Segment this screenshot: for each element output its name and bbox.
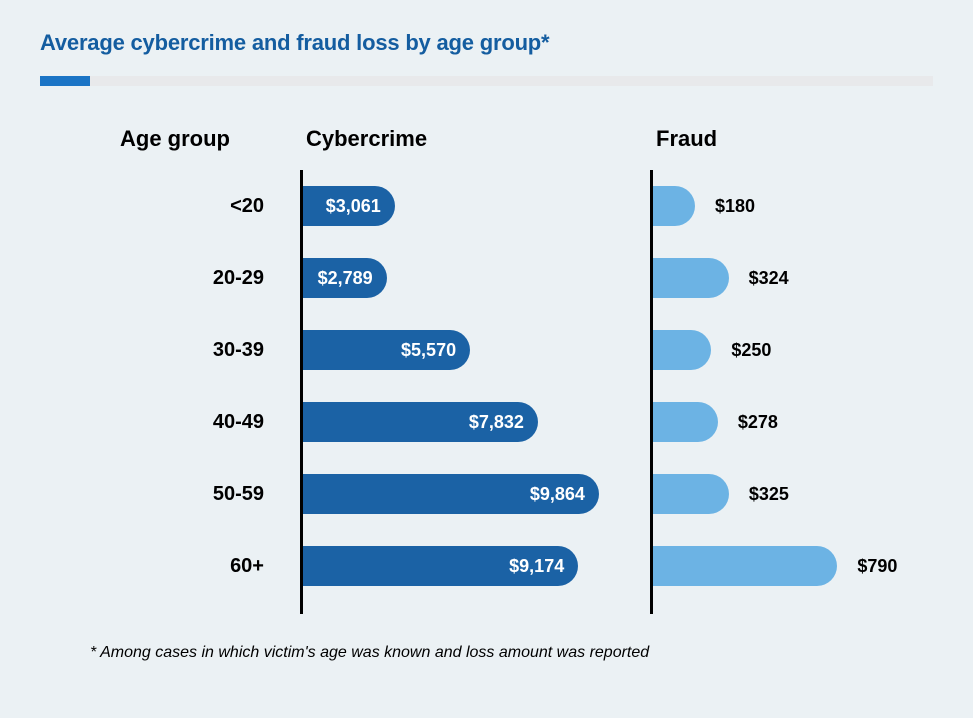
divider-accent <box>40 76 90 86</box>
cybercrime-bar: $5,570 <box>303 330 470 370</box>
cybercrime-bar: $9,174 <box>303 546 578 586</box>
age-header: Age group <box>70 126 300 170</box>
cybercrime-bar-cell: $3,061 <box>300 170 610 242</box>
cybercrime-bar: $2,789 <box>303 258 387 298</box>
cybercrime-bar: $3,061 <box>303 186 395 226</box>
cybercrime-bar: $9,864 <box>303 474 599 514</box>
cybercrime-value: $3,061 <box>326 196 381 217</box>
fraud-value: $325 <box>749 484 789 505</box>
cybercrime-bar: $7,832 <box>303 402 538 442</box>
age-group-label: 60+ <box>70 530 300 602</box>
cybercrime-value: $2,789 <box>318 268 373 289</box>
age-group-label: <20 <box>70 170 300 242</box>
fraud-bar-cell: $325 <box>650 458 940 530</box>
footnote: * Among cases in which victim's age was … <box>40 644 933 662</box>
cybercrime-value: $9,174 <box>509 556 564 577</box>
fraud-value: $180 <box>715 196 755 217</box>
cybercrime-bar-cell: $7,832 <box>300 386 610 458</box>
divider <box>40 76 933 86</box>
fraud-axis <box>650 602 940 614</box>
fraud-value: $324 <box>749 268 789 289</box>
fraud-value: $278 <box>738 412 778 433</box>
fraud-bar <box>653 474 729 514</box>
fraud-bar <box>653 546 837 586</box>
divider-rest <box>90 76 933 86</box>
fraud-bar-cell: $180 <box>650 170 940 242</box>
fraud-header: Fraud <box>650 126 940 170</box>
cybercrime-value: $9,864 <box>530 484 585 505</box>
chart-title: Average cybercrime and fraud loss by age… <box>40 30 933 56</box>
fraud-bar <box>653 186 695 226</box>
age-group-label: 50-59 <box>70 458 300 530</box>
fraud-bar-cell: $250 <box>650 314 940 386</box>
fraud-value: $790 <box>857 556 897 577</box>
fraud-bar <box>653 258 729 298</box>
fraud-bar <box>653 402 718 442</box>
fraud-value: $250 <box>731 340 771 361</box>
fraud-bar-cell: $278 <box>650 386 940 458</box>
fraud-bar-cell: $324 <box>650 242 940 314</box>
chart-grid: Age group Cybercrime Fraud <20$3,061$180… <box>40 126 933 614</box>
age-group-label: 40-49 <box>70 386 300 458</box>
cybercrime-value: $5,570 <box>401 340 456 361</box>
fraud-bar <box>653 330 711 370</box>
age-group-label: 30-39 <box>70 314 300 386</box>
cybercrime-header: Cybercrime <box>300 126 610 170</box>
cybercrime-bar-cell: $2,789 <box>300 242 610 314</box>
cybercrime-bar-cell: $9,174 <box>300 530 610 602</box>
fraud-bar-cell: $790 <box>650 530 940 602</box>
cybercrime-value: $7,832 <box>469 412 524 433</box>
cybercrime-axis <box>300 602 610 614</box>
cybercrime-bar-cell: $9,864 <box>300 458 610 530</box>
age-group-label: 20-29 <box>70 242 300 314</box>
cybercrime-bar-cell: $5,570 <box>300 314 610 386</box>
